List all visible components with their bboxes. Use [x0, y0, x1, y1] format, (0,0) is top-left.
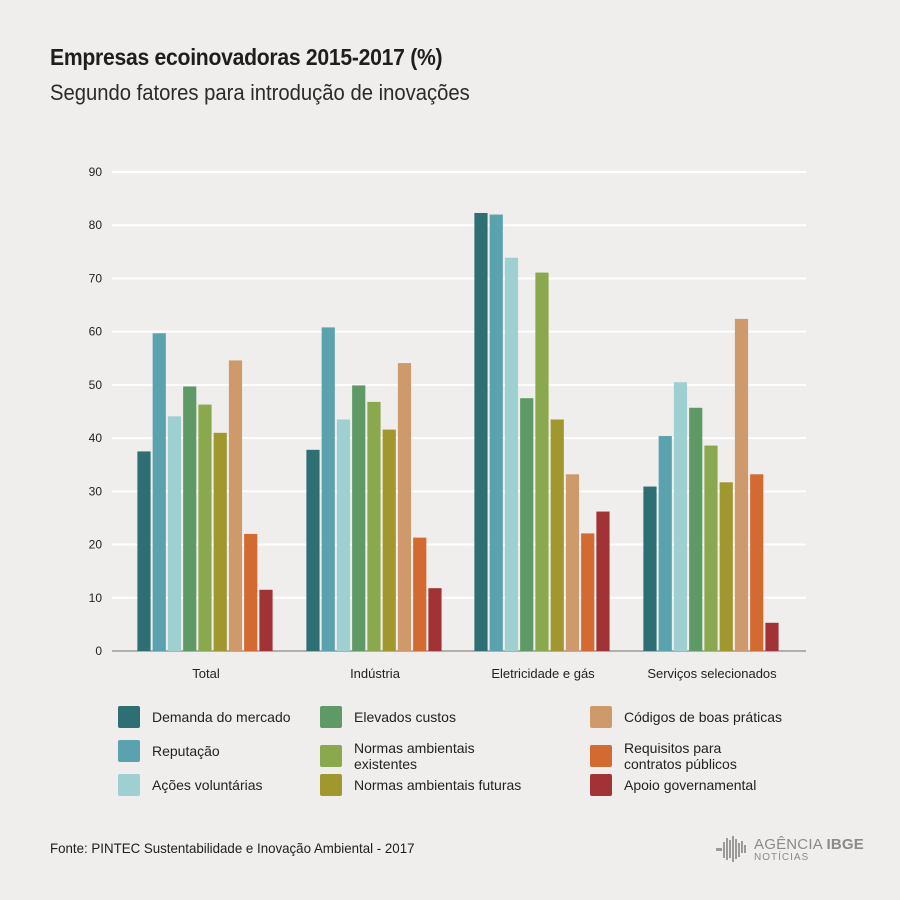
bar: [183, 386, 197, 651]
bar: [689, 407, 703, 651]
y-tick-label: 80: [89, 218, 103, 232]
bar: [382, 429, 396, 651]
bar: [336, 419, 351, 651]
legend-swatch: [118, 706, 140, 728]
legend-item: Requisitos para contratos públicos: [590, 740, 754, 772]
y-tick-label: 40: [89, 431, 103, 445]
legend-label: Ações voluntárias: [152, 777, 263, 793]
legend-item: Demanda do mercado: [118, 706, 332, 728]
legend-swatch: [590, 774, 612, 796]
bar: [673, 382, 688, 651]
legend-swatch: [590, 706, 612, 728]
bar: [259, 589, 273, 651]
bar: [719, 482, 733, 651]
legend-swatch: [320, 745, 342, 767]
bar: [152, 333, 166, 651]
bar: [504, 257, 519, 651]
legend-label: Apoio governamental: [624, 777, 757, 793]
bar: [167, 416, 182, 651]
ibge-logo-icon: [716, 836, 746, 862]
logo-brand-bold: IBGE: [826, 835, 864, 853]
bar: [367, 401, 381, 651]
bar: [750, 474, 764, 651]
legend-label: Normas ambientais futuras: [354, 777, 522, 793]
x-category-label: Indústria: [350, 666, 401, 681]
bar: [321, 327, 335, 651]
y-tick-label: 70: [89, 271, 103, 285]
bar: [397, 363, 412, 651]
legend-item: Elevados custos: [320, 706, 534, 728]
bar: [734, 318, 749, 651]
bar: [489, 214, 503, 651]
logo-tagline: NOTÍCIAS: [754, 851, 810, 863]
x-category-label: Total: [192, 666, 220, 681]
legend-label: Normas ambientais existentes: [354, 740, 475, 772]
bar: [596, 511, 610, 651]
bar: [581, 533, 595, 651]
legend-item: Reputação: [118, 740, 332, 762]
bar: [137, 451, 151, 651]
x-category-label: Serviços selecionados: [647, 666, 777, 681]
legend-item: Normas ambientais futuras: [320, 774, 534, 796]
y-tick-label: 10: [89, 591, 103, 605]
legend-label: Requisitos para contratos públicos: [624, 740, 737, 772]
bar: [306, 449, 320, 651]
bar: [413, 537, 427, 651]
legend-item: Códigos de boas práticas: [590, 706, 804, 728]
legend-swatch: [320, 774, 342, 796]
bar: [535, 272, 549, 651]
bar: [765, 622, 779, 651]
y-tick-label: 30: [89, 484, 103, 498]
bar: [565, 474, 580, 651]
legend-label: Códigos de boas práticas: [624, 709, 782, 725]
x-category-label: Eletricidade e gás: [491, 666, 595, 681]
bar: [428, 588, 442, 651]
y-tick-label: 20: [89, 538, 103, 552]
legend-label: Reputação: [152, 743, 220, 759]
legend-item: Ações voluntárias: [118, 774, 332, 796]
legend-item: Apoio governamental: [590, 774, 804, 796]
bar: [550, 419, 564, 651]
bar: [704, 445, 718, 651]
legend-item: Normas ambientais existentes: [320, 740, 534, 772]
bar-chart: 0 10 20 30 40 50 60 70 80 90 Total Indústria Eletric…: [89, 165, 806, 681]
agencia-ibge-logo: AGÊNCIA IBGE NOTÍCIAS: [716, 832, 864, 866]
legend-swatch: [590, 745, 612, 767]
bar: [658, 435, 672, 651]
bar: [228, 360, 243, 651]
source-note: Fonte: PINTEC Sustentabilidade e Inovaçã…: [50, 840, 415, 856]
y-tick-label: 0: [95, 644, 102, 658]
logo-brand: AGÊNCIA: [754, 835, 823, 853]
bar: [643, 486, 657, 651]
y-tick-label: 90: [89, 165, 103, 179]
chart-title: Empresas ecoinovadoras 2015-2017 (%): [50, 44, 443, 70]
bar: [520, 398, 534, 651]
y-tick-label: 60: [89, 325, 103, 339]
legend-swatch: [118, 774, 140, 796]
y-tick-label: 50: [89, 378, 103, 392]
bar: [198, 404, 212, 651]
bar: [213, 432, 227, 651]
legend-label: Elevados custos: [354, 709, 456, 725]
legend-swatch: [320, 706, 342, 728]
bar: [474, 212, 488, 652]
bar: [244, 533, 258, 651]
chart-subtitle: Segundo fatores para introdução de inova…: [50, 80, 470, 105]
legend-label: Demanda do mercado: [152, 709, 291, 725]
bar: [352, 385, 366, 651]
legend-swatch: [118, 740, 140, 762]
